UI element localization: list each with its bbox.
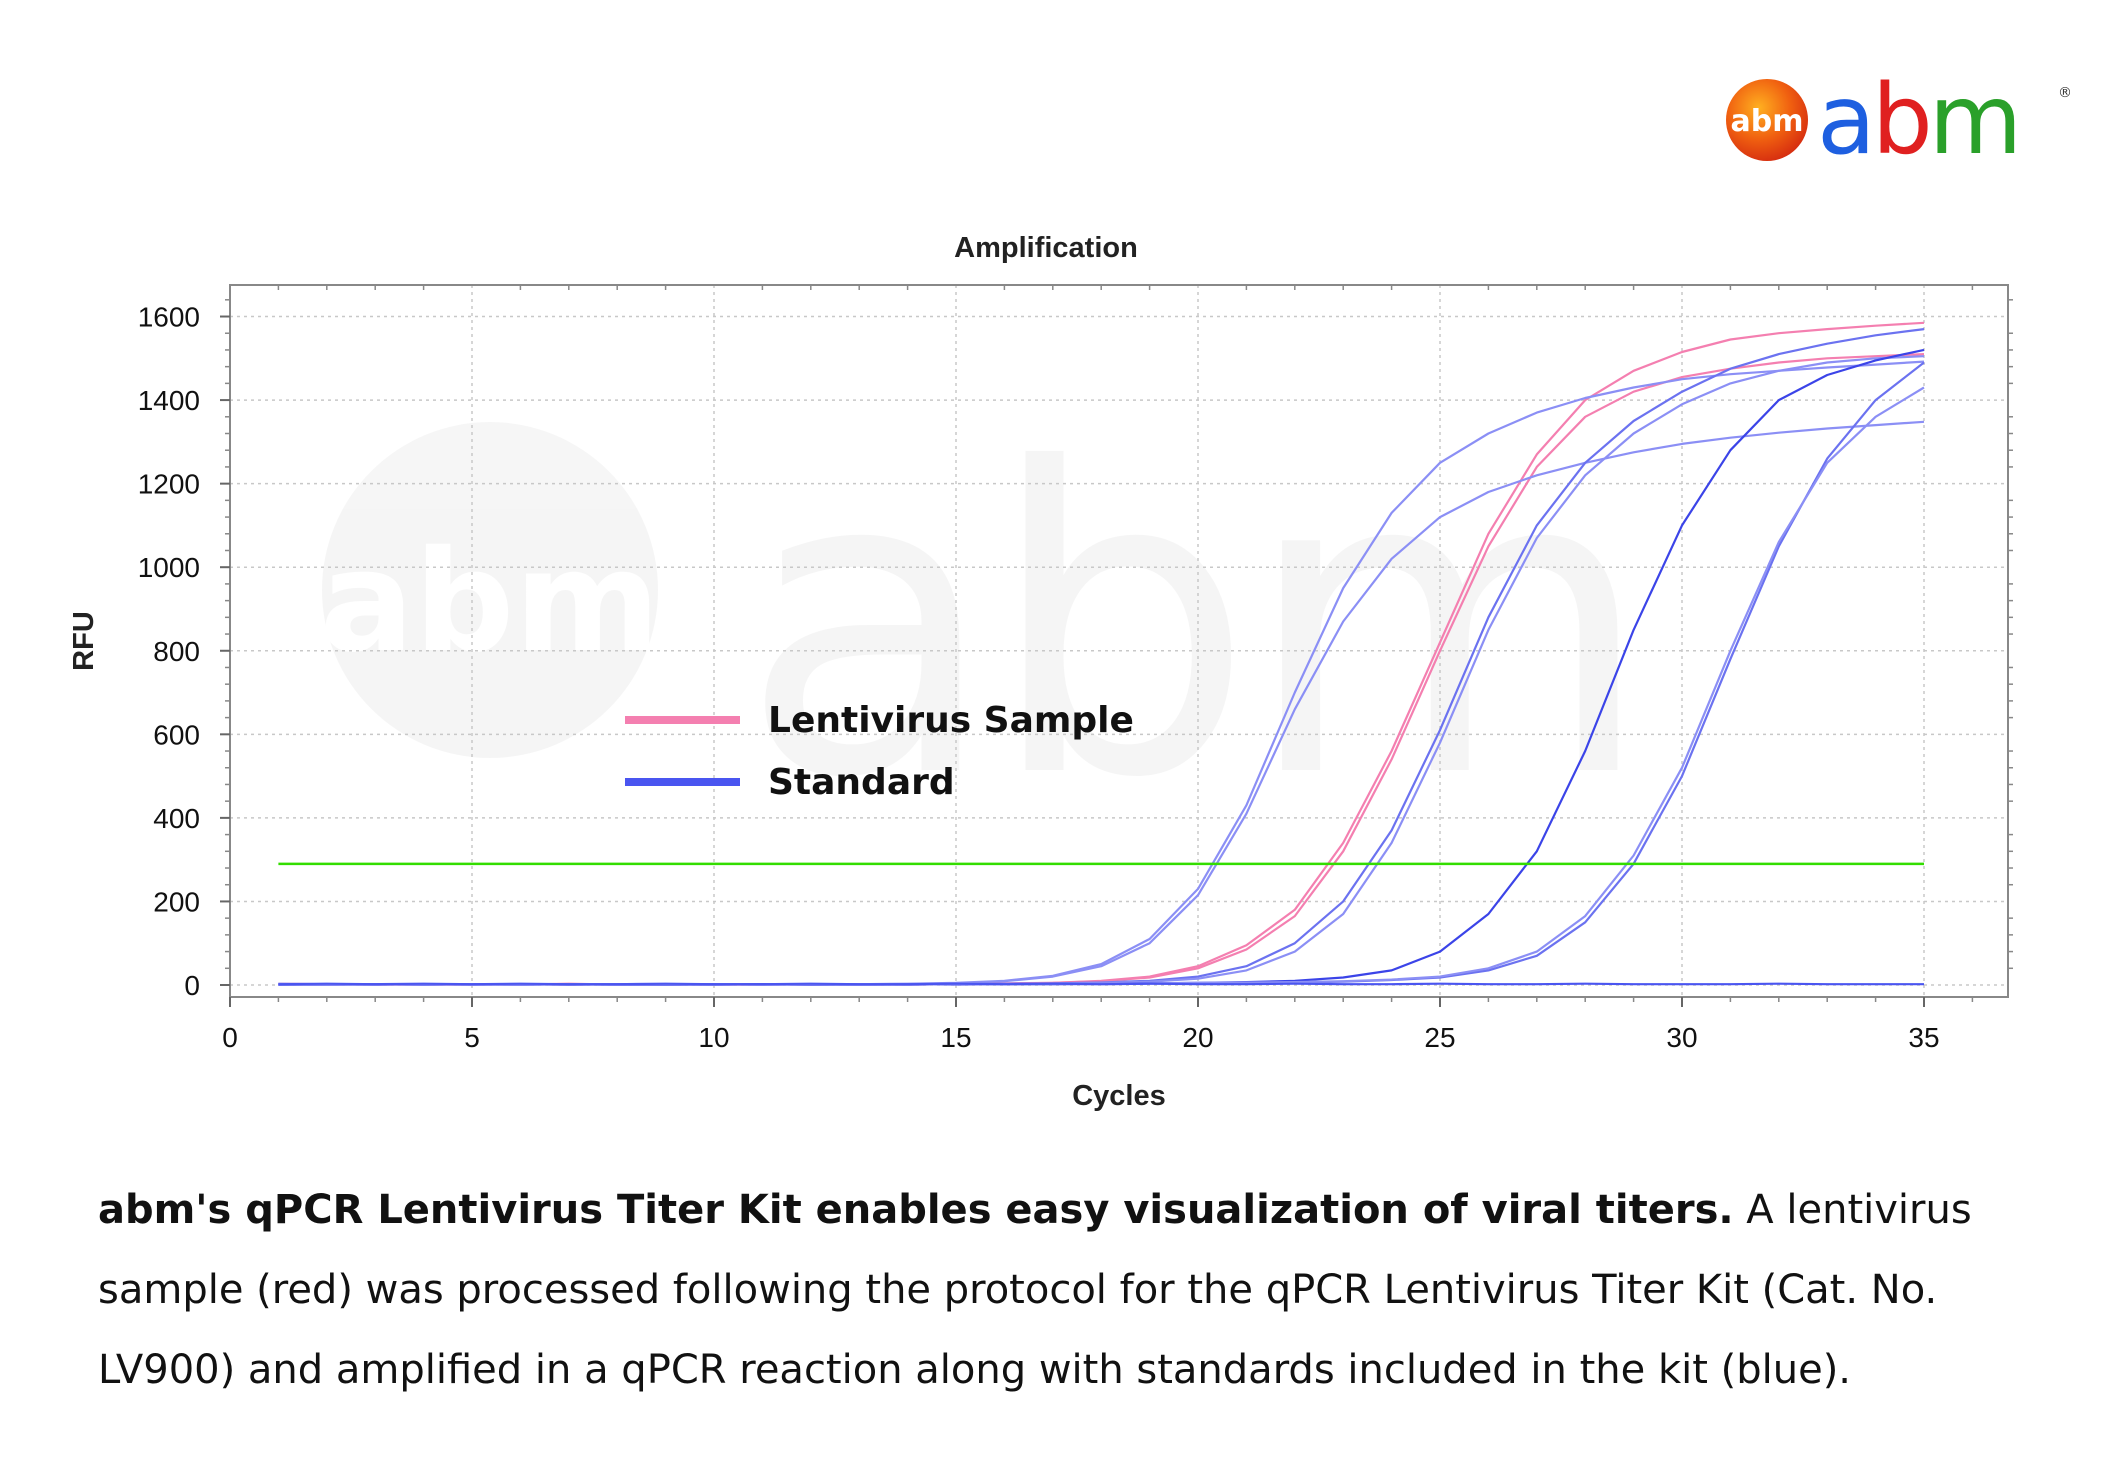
y-tick-label: 800 [153, 636, 200, 667]
x-axis-title: Cycles [1072, 1080, 1166, 1112]
watermark-wordmark: abm [740, 381, 1643, 870]
legend: Lentivirus Sample Standard [625, 700, 1134, 803]
x-tick-label: 0 [222, 1022, 238, 1053]
axis-ticks: 0 5 10 15 20 25 30 35 0 200 400 600 800 1000 1200 1400 1… [138, 285, 2013, 1053]
chart-title: Amplification [954, 232, 1138, 264]
logo-badge-text: abm [1731, 104, 1804, 139]
x-tick-label: 5 [464, 1022, 480, 1053]
x-tick-label: 30 [1666, 1022, 1697, 1053]
y-tick-label: 200 [153, 886, 200, 917]
logo-badge [1726, 79, 1808, 161]
y-tick-label: 1600 [138, 302, 200, 333]
caption-text: A lentivirus sample (red) was processed … [98, 1187, 1972, 1393]
y-tick-label: 1000 [138, 552, 200, 583]
logo-wordmark: abm [1817, 75, 2018, 165]
series-lines [278, 321, 1925, 986]
logo-registered-mark: ® [2058, 85, 2070, 101]
legend-label-2: Standard [768, 762, 955, 803]
amplification-chart: abm abm 0 5 10 15 20 25 30 35 0 200 400 600 800 1000 1… [68, 232, 2013, 1112]
x-tick-label: 20 [1182, 1022, 1213, 1053]
y-tick-label: 1400 [138, 385, 200, 416]
y-tick-label: 0 [184, 970, 200, 1001]
watermark-badge [322, 422, 658, 758]
y-tick-label: 1200 [138, 469, 200, 500]
x-tick-label: 25 [1424, 1022, 1455, 1053]
y-tick-label: 400 [153, 803, 200, 834]
legend-label-1: Lentivirus Sample [768, 700, 1134, 741]
x-tick-label: 10 [698, 1022, 729, 1053]
watermark-badge-text: abm [320, 521, 661, 684]
series-line-10 [278, 982, 1924, 986]
watermark: abm abm [320, 381, 1653, 870]
caption-bold: abm's qPCR Lentivirus Titer Kit enables … [98, 1187, 1734, 1233]
x-tick-label: 35 [1908, 1022, 1939, 1053]
y-tick-label: 600 [153, 719, 200, 750]
y-axis-title: RFU [68, 611, 100, 671]
plot-frame [229, 284, 2009, 998]
x-tick-label: 15 [940, 1022, 971, 1053]
figure-caption: abm's qPCR Lentivirus Titer Kit enables … [98, 1170, 2028, 1410]
abm-logo: abm abm ® [1726, 75, 2070, 165]
